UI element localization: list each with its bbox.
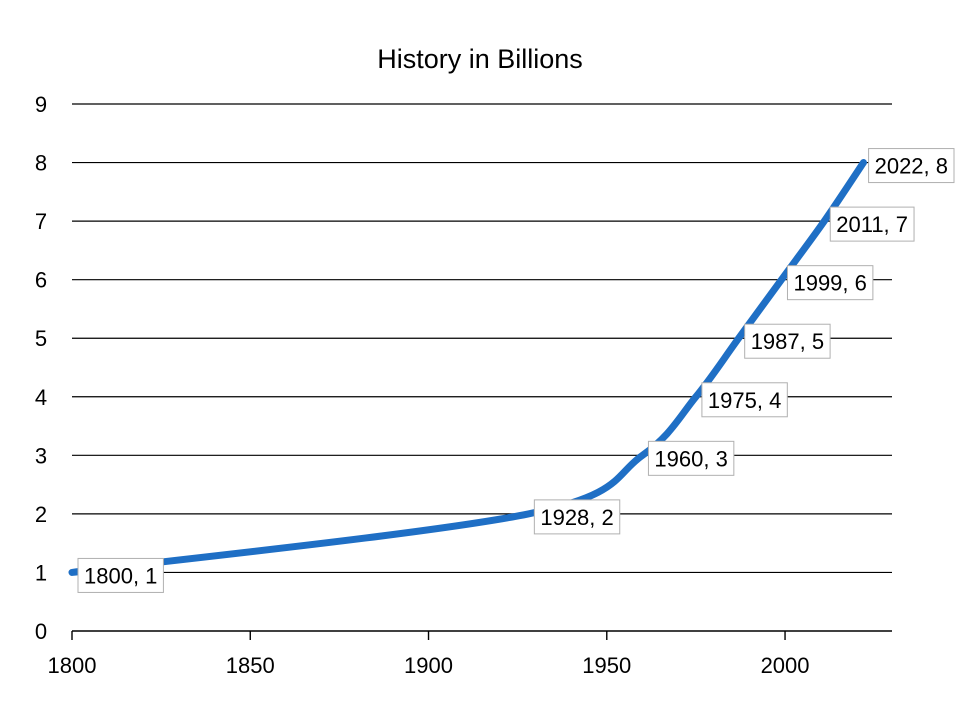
data-label-text: 1928, 2 — [540, 505, 613, 530]
x-tick-label: 1950 — [582, 653, 631, 678]
chart-title: History in Billions — [377, 44, 583, 74]
data-label: 1987, 5 — [744, 323, 831, 359]
data-label: 1999, 6 — [786, 265, 874, 301]
data-label: 1975, 4 — [701, 382, 788, 418]
data-label-text: 1975, 4 — [708, 388, 781, 413]
y-tick-label: 4 — [35, 385, 47, 410]
data-label-box — [744, 323, 831, 359]
data-point — [639, 452, 645, 458]
y-tick-label: 8 — [35, 151, 47, 176]
data-point — [525, 511, 531, 517]
y-tick-label: 2 — [35, 502, 47, 527]
data-label-text: 1800, 1 — [84, 563, 157, 588]
data-label-text: 2022, 8 — [875, 154, 948, 179]
data-label: 2022, 8 — [868, 148, 955, 184]
y-tick-label: 6 — [35, 268, 47, 293]
x-tick-label: 1900 — [404, 653, 453, 678]
data-label: 2011, 7 — [829, 206, 915, 242]
data-label-box — [868, 148, 955, 184]
data-label-text: 2011, 7 — [836, 212, 908, 237]
y-tick-label: 0 — [35, 619, 47, 644]
data-label: 1800, 1 — [77, 557, 164, 593]
x-tick-label: 1850 — [226, 653, 275, 678]
data-label-box — [647, 440, 735, 476]
series-line — [68, 159, 867, 576]
data-label: 1928, 2 — [533, 499, 621, 535]
y-tick-label: 1 — [35, 560, 47, 585]
data-label-box — [701, 382, 788, 418]
y-tick-label: 7 — [35, 209, 47, 234]
data-point — [778, 277, 784, 283]
data-label-text: 1999, 6 — [793, 271, 866, 296]
data-point — [69, 569, 75, 575]
data-point — [860, 160, 866, 166]
data-point — [693, 394, 699, 400]
data-point — [821, 218, 827, 224]
data-label-box — [829, 206, 915, 242]
data-point — [736, 335, 742, 341]
y-tick-label: 5 — [35, 326, 47, 351]
data-label-text: 1987, 5 — [751, 329, 824, 354]
x-tick-label: 1800 — [48, 653, 97, 678]
x-tick-label: 2000 — [761, 653, 810, 678]
data-label: 1960, 3 — [647, 440, 735, 476]
y-tick-label: 3 — [35, 443, 47, 468]
data-label-box — [77, 557, 164, 593]
y-tick-label: 9 — [35, 92, 47, 117]
data-label-box — [533, 499, 621, 535]
data-label-text: 1960, 3 — [654, 446, 727, 471]
data-label-box — [786, 265, 874, 301]
